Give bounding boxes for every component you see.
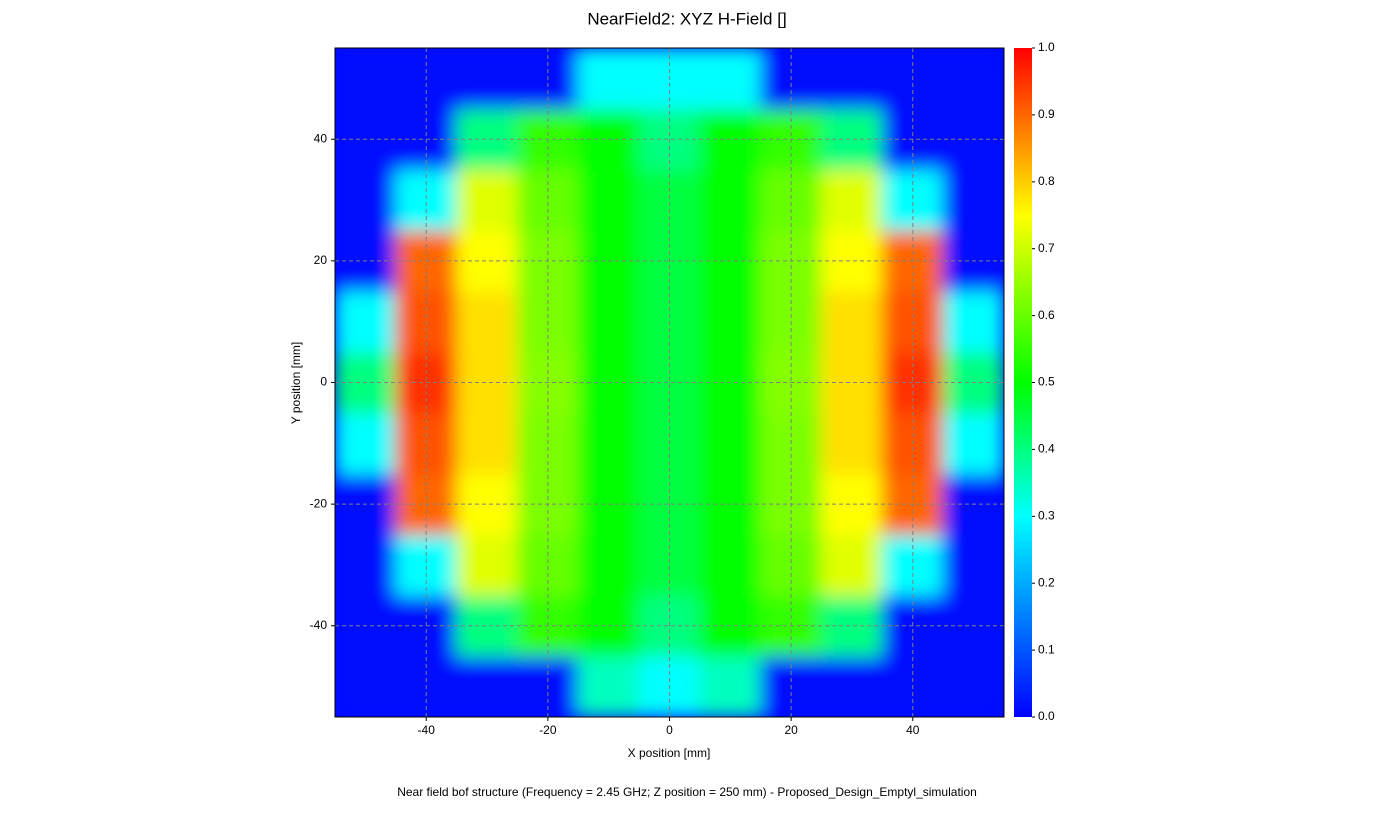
heatmap-cell bbox=[760, 169, 823, 231]
heatmap-cell bbox=[638, 534, 701, 596]
heatmap-cell bbox=[638, 169, 701, 231]
colorbar-tick-label: 0.9 bbox=[1038, 107, 1055, 121]
heatmap-cell bbox=[395, 169, 458, 231]
heatmap-cell bbox=[881, 169, 944, 231]
heatmap-cell bbox=[942, 169, 1004, 231]
heatmap-cell bbox=[821, 169, 883, 231]
heatmap-cell bbox=[516, 169, 579, 231]
heatmap-cell bbox=[456, 655, 518, 717]
heatmap-cell bbox=[760, 534, 823, 596]
heatmap-cell bbox=[699, 48, 762, 110]
heatmap-cell bbox=[456, 351, 518, 414]
y-tick-label: -40 bbox=[310, 618, 328, 632]
colorbar-tick-label: 0.7 bbox=[1038, 241, 1055, 255]
heatmap-cell bbox=[881, 534, 944, 596]
heatmap-cell bbox=[821, 290, 883, 353]
heatmap-cell bbox=[335, 534, 397, 596]
x-tick-label: 40 bbox=[906, 723, 920, 737]
y-tick-label: -20 bbox=[310, 496, 328, 510]
y-tick-label: 20 bbox=[314, 253, 328, 267]
colorbar-tick-label: 0.4 bbox=[1038, 442, 1055, 456]
heatmap-cell bbox=[821, 412, 883, 475]
heatmap-cell bbox=[456, 229, 518, 292]
heatmap-cell bbox=[577, 169, 640, 231]
heatmap-cell bbox=[942, 534, 1004, 596]
x-axis-label: X position [mm] bbox=[628, 746, 711, 760]
heatmap-cells bbox=[335, 48, 1004, 717]
heatmap-cell bbox=[577, 655, 640, 717]
heatmap-cell bbox=[577, 534, 640, 596]
colorbar-tick-label: 0.1 bbox=[1038, 642, 1055, 656]
heatmap-cell bbox=[821, 108, 883, 171]
heatmap-cell bbox=[942, 48, 1004, 110]
heatmap-cell bbox=[335, 48, 397, 110]
colorbar bbox=[1014, 48, 1032, 717]
heatmap-cell bbox=[456, 594, 518, 657]
colorbar-tick-label: 0.3 bbox=[1038, 508, 1055, 522]
y-axis-label: Y position [mm] bbox=[289, 342, 303, 424]
heatmap-cell bbox=[456, 169, 518, 231]
heatmap bbox=[335, 48, 1004, 717]
heatmap-cell bbox=[638, 351, 701, 414]
heatmap-cell bbox=[699, 412, 762, 475]
heatmap-cell bbox=[699, 290, 762, 353]
x-tick-label: -20 bbox=[539, 723, 557, 737]
colorbar-tick-label: 0.5 bbox=[1038, 375, 1055, 389]
x-tick-label: 0 bbox=[666, 723, 673, 737]
heatmap-cell bbox=[699, 534, 762, 596]
heatmap-cell bbox=[335, 290, 397, 353]
heatmap-cell bbox=[821, 655, 883, 717]
heatmap-cell bbox=[456, 412, 518, 475]
heatmap-cell bbox=[699, 655, 762, 717]
colorbar-tick-label: 0.2 bbox=[1038, 575, 1055, 589]
heatmap-cell bbox=[942, 290, 1004, 353]
heatmap-cell bbox=[516, 534, 579, 596]
colorbar-tick-label: 0.6 bbox=[1038, 308, 1055, 322]
heatmap-cell bbox=[942, 412, 1004, 475]
chart-title: NearField2: XYZ H-Field [] bbox=[587, 9, 786, 28]
heatmap-cell bbox=[821, 534, 883, 596]
heatmap-cell bbox=[577, 412, 640, 475]
heatmap-cell bbox=[821, 351, 883, 414]
heatmap-cell bbox=[335, 655, 397, 717]
colorbar-tick-label: 1.0 bbox=[1038, 40, 1055, 54]
heatmap-cell bbox=[821, 229, 883, 292]
y-tick-label: 0 bbox=[320, 375, 327, 389]
x-tick-label: -40 bbox=[418, 723, 436, 737]
heatmap-cell bbox=[335, 169, 397, 231]
colorbar-tick-label: 0.0 bbox=[1038, 709, 1055, 723]
heatmap-cell bbox=[699, 169, 762, 231]
heatmap-cell bbox=[456, 473, 518, 536]
heatmap-cell bbox=[577, 290, 640, 353]
heatmap-cell bbox=[456, 534, 518, 596]
heatmap-cell bbox=[577, 48, 640, 110]
x-tick-label: 20 bbox=[784, 723, 798, 737]
heatmap-cell bbox=[456, 290, 518, 353]
heatmap-cell bbox=[942, 655, 1004, 717]
colorbar-tick-label: 0.8 bbox=[1038, 174, 1055, 188]
caption: Near field bof structure (Frequency = 2.… bbox=[397, 785, 977, 799]
heatmap-cell bbox=[821, 48, 883, 110]
heatmap-cell bbox=[456, 108, 518, 171]
heatmap-cell bbox=[821, 473, 883, 536]
y-tick-label: 40 bbox=[314, 131, 328, 145]
heatmap-cell bbox=[821, 594, 883, 657]
heatmap-cell bbox=[395, 534, 458, 596]
heatmap-cell bbox=[456, 48, 518, 110]
heatmap-cell bbox=[335, 412, 397, 475]
